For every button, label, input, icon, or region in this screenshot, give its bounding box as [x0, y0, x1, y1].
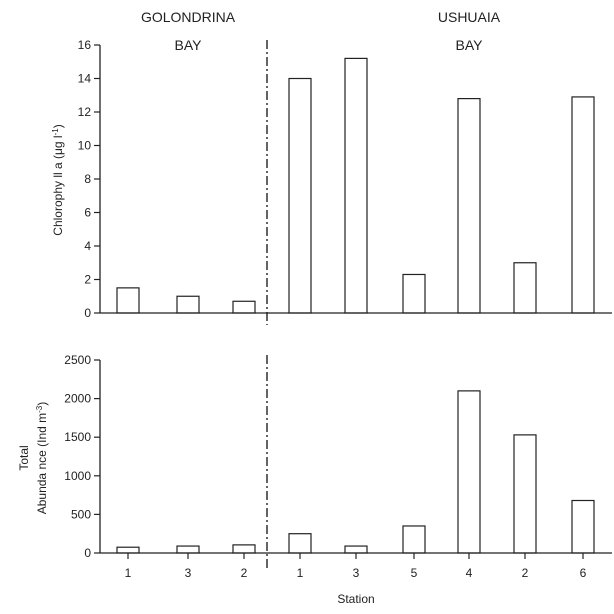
- group-label-golondrina: GOLONDRINA: [141, 9, 236, 25]
- panel-top-y-tick-label: 16: [78, 38, 92, 52]
- abundance-y-axis-label-line1: Total: [17, 445, 31, 470]
- panel-top-bar: [232, 300, 256, 314]
- panel-bottom-x-tick-label: 3: [185, 566, 192, 580]
- panel-bottom-x-tick-label: 6: [580, 566, 587, 580]
- panel-bottom-bar: [176, 545, 200, 554]
- panel-bottom-x-tick-label: 3: [353, 566, 360, 580]
- panel-bottom-bar: [344, 545, 368, 554]
- panel-bottom-x-tick-label: 2: [522, 566, 529, 580]
- panel-bottom-bar: [288, 533, 312, 554]
- panel-bottom-bar: [513, 434, 537, 554]
- panel-bottom-bar: [457, 390, 481, 554]
- group-label-ushuaia-bay: BAY: [456, 37, 484, 53]
- panel-bottom-bar: [232, 544, 256, 554]
- panel-top-bar: [288, 77, 312, 314]
- panel-bottom-bar: [116, 546, 140, 554]
- station-x-axis-label: Station: [337, 592, 374, 606]
- panel-bottom-x-tick-label: 1: [297, 566, 304, 580]
- panel-top-bar: [457, 97, 481, 314]
- panel-top-y-tick-label: 0: [84, 306, 91, 320]
- panel-bottom-x-tick-label: 5: [411, 566, 418, 580]
- panel-bottom-x-tick-label: 2: [241, 566, 248, 580]
- panel-bottom-y-tick-label: 1500: [64, 430, 91, 444]
- group-label-ushuaia: USHUAIA: [438, 9, 501, 25]
- panel-top-bar: [571, 96, 595, 314]
- panel-top-bar: [513, 262, 537, 314]
- panel-bottom-x-tick-label: 4: [466, 566, 473, 580]
- panel-top-bar: [344, 57, 368, 314]
- panel-top-y-tick-label: 2: [84, 273, 91, 287]
- panel-bottom-y-tick-label: 0: [84, 546, 91, 560]
- panel-bottom-y-tick-label: 1000: [64, 469, 91, 483]
- panel-top-y-tick-label: 10: [78, 139, 92, 153]
- panel-bottom-bar: [571, 499, 595, 554]
- abundance-y-axis-label-line2: Abunda nce (Ind m-3): [35, 402, 50, 515]
- panel-top-y-tick-label: 8: [84, 172, 91, 186]
- panel-top-bar: [116, 287, 140, 314]
- panel-top-y-tick-label: 12: [78, 105, 92, 119]
- panel-bottom-y-tick-label: 2000: [64, 392, 91, 406]
- panel-bottom-y-tick-label: 500: [71, 507, 91, 521]
- panel-top-y-tick-label: 4: [84, 239, 91, 253]
- panel-bottom-x-tick-label: 1: [125, 566, 132, 580]
- panel-bottom-bar: [402, 525, 426, 554]
- panel-top-bar: [176, 295, 200, 314]
- panel-top-y-tick-label: 6: [84, 206, 91, 220]
- chlorophyll-y-axis-label: Chlorophy ll a (μg l-1): [51, 124, 66, 235]
- panel-top-bar: [402, 273, 426, 314]
- group-label-golondrina-bay: BAY: [175, 37, 203, 53]
- panel-bottom-y-tick-label: 2500: [64, 353, 91, 367]
- panel-top-y-tick-label: 14: [78, 72, 92, 86]
